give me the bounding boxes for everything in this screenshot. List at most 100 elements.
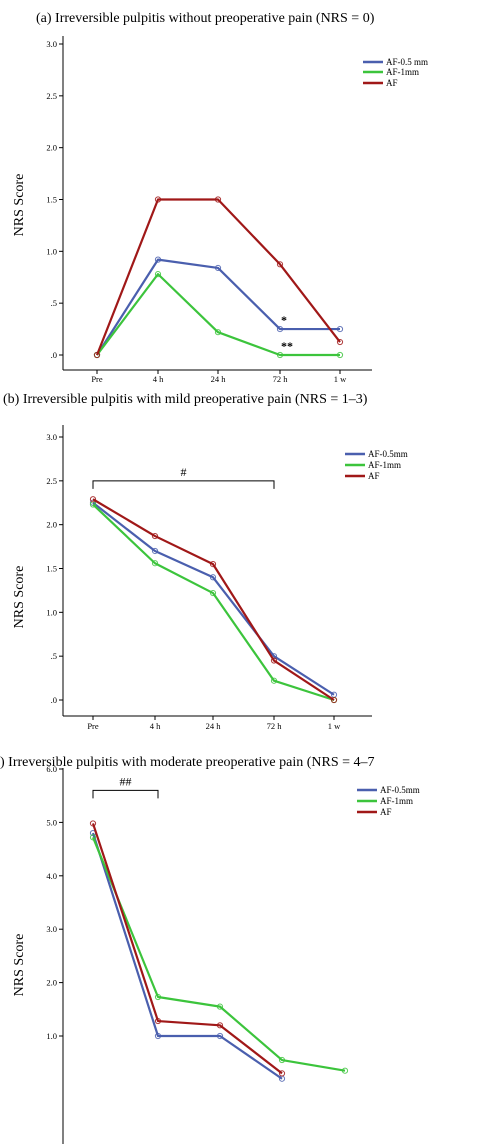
series-line-3 [92, 498, 335, 701]
y-tick-label: .0 [51, 695, 57, 705]
data-point [216, 1022, 224, 1029]
x-tick-label: 72 h [273, 374, 289, 384]
y-tick-label: 2.5 [46, 91, 57, 101]
y-tick-label: 1.0 [46, 1031, 57, 1041]
data-point [330, 696, 338, 704]
data-point [89, 820, 97, 827]
y-tick-label: 2.0 [46, 978, 57, 988]
data-point [336, 325, 344, 333]
series-line-1 [96, 258, 340, 356]
data-point [214, 329, 222, 336]
significance-bracket [92, 789, 159, 799]
x-tick-label: Pre [91, 374, 103, 384]
data-point [276, 261, 284, 268]
legend-label: AF-0.5mm [380, 785, 420, 795]
legend-label: AF-1mm [368, 460, 401, 470]
y-tick-label: .5 [51, 298, 57, 308]
data-point [276, 351, 284, 359]
data-point [209, 589, 217, 597]
x-tick-label: 24 h [211, 374, 227, 384]
y-tick-label: 3.0 [46, 39, 57, 49]
data-point [341, 1067, 349, 1074]
series-line-2 [92, 503, 335, 702]
series-line-2 [96, 273, 340, 357]
series-line-3 [95, 198, 341, 356]
chart-title-c: ) Irreversible pulpitis with moderate pr… [0, 755, 375, 770]
y-tick-label: 2.0 [46, 143, 57, 153]
y-tick-label: .5 [51, 651, 57, 661]
legend-label: AF [386, 78, 398, 88]
x-tick-label: 24 h [206, 721, 222, 731]
x-tick-label: 1 w [328, 721, 341, 731]
data-point [89, 496, 97, 503]
y-tick-label: 5.0 [46, 817, 57, 827]
significance-marker: # [181, 465, 187, 479]
y-axis-label-b: NRS Score [12, 566, 27, 629]
chart-title-a: (a) Irreversible pulpitis without preope… [36, 11, 375, 26]
data-point [154, 1017, 162, 1025]
data-point [276, 325, 284, 333]
x-tick-label: 4 h [150, 721, 161, 731]
data-point [336, 351, 344, 359]
data-point [151, 532, 159, 540]
data-point [151, 547, 159, 555]
y-tick-label: .0 [51, 350, 57, 360]
legend-label: AF [380, 807, 392, 817]
data-point [154, 993, 162, 1001]
y-ticks-b: .0 .5 1.0 1.5 2.0 2.5 3.0 [46, 432, 63, 705]
data-point [216, 1003, 224, 1010]
y-tick-label: 2.0 [46, 520, 57, 530]
y-tick-label: 4.0 [46, 871, 57, 881]
legend-label: AF-0.5mm [368, 449, 408, 459]
axes-b [62, 425, 372, 717]
legend-label: AF-1mm [386, 67, 419, 77]
data-point [270, 677, 278, 684]
data-point [214, 264, 222, 272]
y-tick-label: 3.0 [46, 924, 57, 934]
series-lines-c [89, 820, 349, 1082]
y-ticks-c: 1.0 2.0 3.0 4.0 5.0 6.0 [46, 764, 63, 1041]
x-tick-label: 1 w [334, 374, 347, 384]
data-point [336, 338, 344, 346]
data-point [270, 657, 278, 664]
legend-label: AF-1mm [380, 796, 413, 806]
series-lines-b [89, 496, 338, 704]
data-point [278, 1056, 286, 1064]
data-point [154, 256, 162, 263]
significance-marker: ## [120, 774, 132, 788]
series-line-2 [91, 836, 346, 1072]
y-axis-label-c: NRS Score [12, 934, 27, 997]
data-point [154, 1032, 162, 1040]
data-point [154, 271, 162, 278]
x-ticks-a: Pre 4 h 24 h 72 h 1 w [91, 370, 347, 384]
axes-c [62, 768, 64, 1144]
data-point [151, 560, 159, 567]
data-point [89, 834, 97, 841]
series-line-1 [91, 832, 283, 1080]
axes-a [62, 36, 372, 371]
significance-bracket [92, 480, 275, 489]
y-tick-label: 2.5 [46, 476, 57, 486]
y-tick-label: 1.0 [46, 607, 57, 617]
chart-title-b: (b) Irreversible pulpitis with mild preo… [3, 392, 368, 407]
y-tick-label: 1.0 [46, 246, 57, 256]
data-point [216, 1032, 224, 1040]
y-tick-label: 3.0 [46, 432, 57, 442]
data-point [209, 574, 217, 581]
x-tick-label: 4 h [153, 374, 164, 384]
series-lines-a [93, 196, 344, 359]
y-tick-label: 6.0 [46, 764, 57, 774]
chart-panel-c: ) Irreversible pulpitis with moderate pr… [0, 755, 420, 1144]
x-ticks-b: Pre 4 h 24 h 72 h 1 w [87, 716, 341, 731]
annotations-b: # [92, 465, 275, 489]
significance-marker: ** [281, 339, 293, 353]
y-tick-label: 1.5 [46, 195, 57, 205]
data-point [278, 1070, 286, 1077]
y-axis-label-a: NRS Score [12, 174, 27, 237]
y-tick-label: 1.5 [46, 564, 57, 574]
x-tick-label: Pre [87, 721, 99, 731]
chart-panel-a: (a) Irreversible pulpitis without preope… [12, 11, 428, 384]
